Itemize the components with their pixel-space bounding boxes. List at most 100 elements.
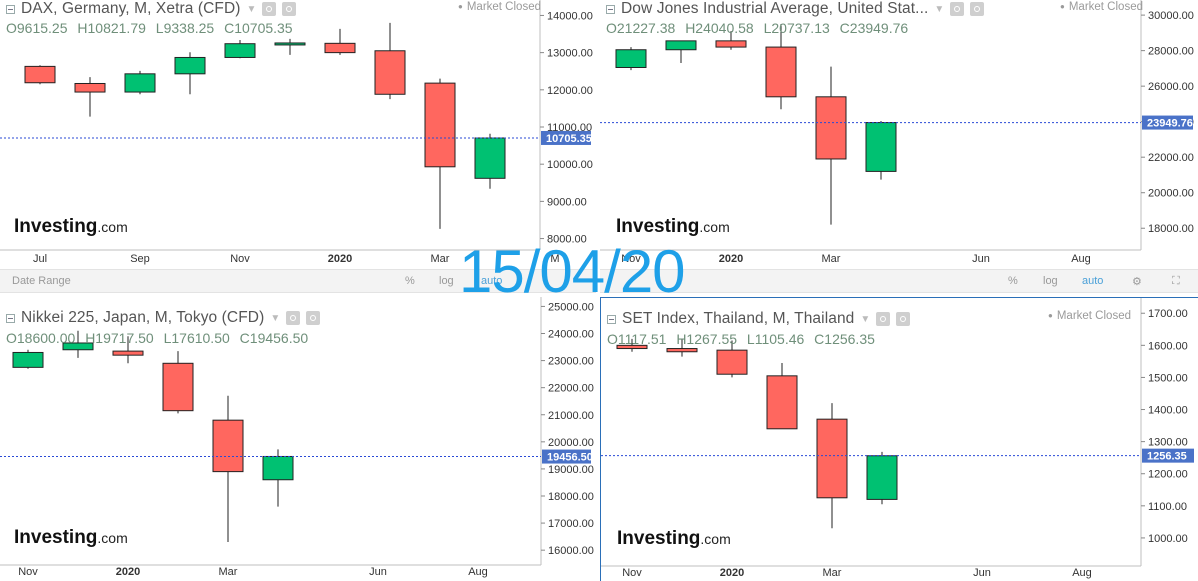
chart-panel-dax[interactable]: 8000.00 9000.00 10000.00 11000.00 12000.00 13… [0,0,596,268]
ohlc-high: H24040.58 [685,20,754,36]
y-tick-label: 22000.00 [1148,152,1194,164]
ohlc-values: O9615.25 H10821.79 L9338.25 C10705.35 [6,20,299,36]
candle-body [816,418,848,499]
legend-row: Dow Jones Industrial Average, United Sta… [606,0,985,18]
y-tick-label: 20000.00 [1148,188,1194,200]
candle-body [374,50,406,95]
ohlc-values: O21227.38 H24040.58 L20737.13 C23949.76 [606,20,914,36]
y-tick-label: 21000.00 [548,410,594,422]
chart-svg: 16000.00 17000.00 18000.00 19000.00 20000.00… [0,297,594,578]
chevron-down-icon[interactable]: ▼ [860,313,871,325]
candle-body [162,362,194,412]
chevron-down-icon[interactable]: ▼ [270,312,281,324]
collapse-icon[interactable] [6,4,15,14]
ohlc-close: C19456.50 [239,330,309,346]
ohlc-low: L20737.13 [763,20,830,36]
candle-body [224,43,256,58]
candle-body [124,73,156,93]
y-tick-label: 22000.00 [548,383,594,395]
chart-title: SET Index, Thailand, M, Thailand [622,310,855,327]
market-status: Market Closed [1048,310,1131,322]
y-tick-label: 20000.00 [548,437,594,449]
y-tick-label: 24000.00 [548,329,594,341]
last-price-label: 1256.35 [1147,451,1187,463]
eye-icon[interactable] [286,311,301,325]
market-status: Market Closed [458,1,541,13]
percent-scale-button[interactable]: % [1008,275,1018,287]
collapse-icon[interactable] [607,314,616,324]
y-tick-label: 1700.00 [1148,308,1188,320]
ohlc-close: C23949.76 [839,20,909,36]
y-tick-label: 1100.00 [1148,501,1187,513]
y-tick-label: 1500.00 [1148,372,1188,384]
y-tick-label: 9000.00 [547,196,587,208]
auto-scale-button[interactable]: auto [1082,275,1104,287]
investing-logo: Investing.com [14,527,128,548]
gear-icon[interactable]: ⚙ [1132,276,1142,288]
legend-row: SET Index, Thailand, M, Thailand ▼ [607,310,911,328]
ohlc-close: C10705.35 [224,20,293,36]
y-tick-label: 1400.00 [1148,405,1188,417]
y-tick-label: 8000.00 [547,234,587,246]
last-price-tag [1142,115,1193,130]
x-tick-label: Nov [18,566,38,578]
gear-icon[interactable] [970,2,985,16]
x-tick-label: Mar [822,253,841,265]
candle-body [74,82,106,93]
fullscreen-icon[interactable]: ⛶ [1172,275,1180,287]
y-tick-label: 10000.00 [547,159,593,171]
y-tick-label: 30000.00 [1148,10,1194,22]
y-tick-label: 16000.00 [548,545,594,557]
gear-icon[interactable] [306,311,321,325]
chart-svg: 18000.0020000.0022000.0024000.0026000.00… [600,0,1194,265]
chart-svg: 1000.00 1100.00 1200.00 1300.00 1400.00 1500.… [601,298,1194,579]
chart-panel-dow-jones[interactable]: 18000.0020000.0022000.0024000.0026000.00… [600,0,1198,268]
eye-icon[interactable] [950,2,965,16]
last-price-tag [542,449,591,464]
legend-row: Nikkei 225, Japan, M, Tokyo (CFD) ▼ [6,309,321,327]
last-price-tag [541,130,591,145]
ohlc-open: O18600.00 [6,330,76,346]
ohlc-low: L1105.46 [746,331,805,347]
chart-svg: 8000.009000.0010000.0011000.0012000.0013… [0,0,593,265]
log-scale-button[interactable]: log [439,275,454,287]
last-price-label: 19456.50 [547,452,593,464]
candle-body [715,40,747,48]
date-range-button[interactable]: Date Range [12,275,71,287]
gear-icon[interactable] [282,2,297,16]
x-tick-label: Aug [468,566,488,578]
chevron-down-icon[interactable]: ▼ [934,3,945,15]
y-tick-label: 1200.00 [1148,469,1188,481]
ohlc-open: O9615.25 [6,20,68,36]
investing-logo: Investing.com [14,216,128,237]
chevron-down-icon[interactable]: ▼ [246,3,257,15]
log-scale-button[interactable]: log [1043,275,1058,287]
x-tick-label: Jul [33,253,47,265]
candle-body [174,56,206,75]
y-tick-label: 18000.00 [1148,223,1194,235]
eye-icon[interactable] [262,2,277,16]
collapse-icon[interactable] [6,313,15,323]
candle-body [274,42,306,46]
y-tick-label: 13000.00 [547,48,593,60]
candle-body [424,82,456,168]
ohlc-open: O1117.51 [607,331,667,347]
candle-body [474,137,506,179]
date-stamp: 15/04/20 [459,238,686,305]
eye-icon[interactable] [876,312,891,326]
candle-body [865,122,897,172]
collapse-icon[interactable] [606,4,615,14]
candle-body [12,351,44,368]
auto-scale-button[interactable]: auto [481,275,503,287]
y-tick-label: 17000.00 [548,518,594,530]
x-tick-label: Nov [230,253,250,265]
chart-panel-set-index[interactable]: 1000.00 1100.00 1200.00 1300.00 1400.00 1500.… [600,297,1198,581]
candle-body [615,49,647,69]
gear-icon[interactable] [896,312,911,326]
chart-panel-nikkei[interactable]: 16000.00 17000.00 18000.00 19000.00 20000.00… [0,297,596,581]
x-tick-label: M [550,253,559,265]
percent-scale-button[interactable]: % [405,275,415,287]
last-price-label: 23949.76 [1147,118,1193,130]
y-tick-label: 19000.00 [548,464,594,476]
candle-body [765,46,797,98]
